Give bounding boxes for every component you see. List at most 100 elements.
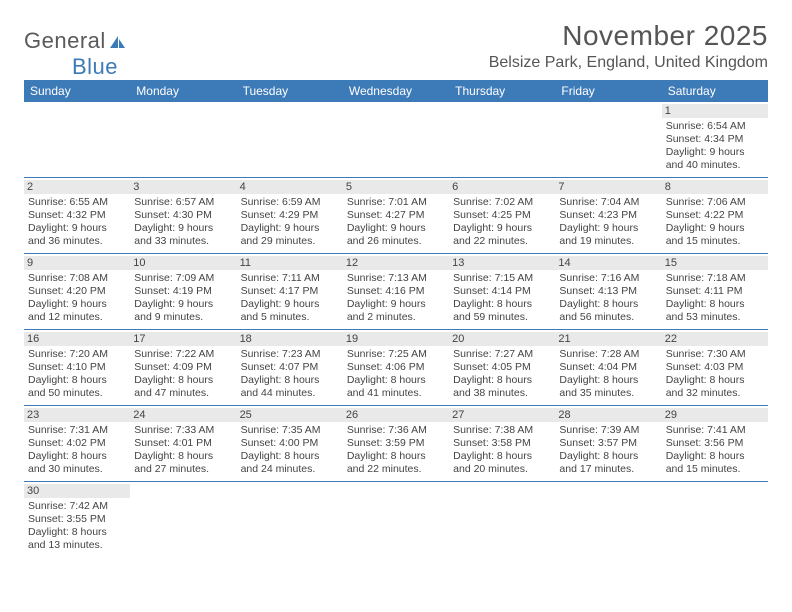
daylight-label: Daylight: — [134, 450, 175, 462]
day-cell: 16Sunrise: 7:20 AMSunset: 4:10 PMDayligh… — [24, 330, 130, 406]
sunrise-label: Sunrise: — [666, 424, 705, 436]
sunset-value: 4:10 PM — [67, 361, 106, 373]
day-cell: 21Sunrise: 7:28 AMSunset: 4:04 PMDayligh… — [555, 330, 661, 406]
day-number: 5 — [343, 180, 449, 194]
sun-info: Sunrise: 7:16 AMSunset: 4:13 PMDaylight:… — [559, 272, 657, 325]
empty-cell — [662, 482, 768, 558]
sunset-label: Sunset: — [666, 437, 702, 449]
empty-cell — [130, 102, 236, 178]
daylight-label: Daylight: — [666, 374, 707, 386]
daylight-label: Daylight: — [241, 298, 282, 310]
empty-cell — [555, 482, 661, 558]
day-cell: 29Sunrise: 7:41 AMSunset: 3:56 PMDayligh… — [662, 406, 768, 482]
sun-info: Sunrise: 7:01 AMSunset: 4:27 PMDaylight:… — [347, 196, 445, 249]
sunrise-label: Sunrise: — [453, 424, 492, 436]
sunset-value: 3:57 PM — [598, 437, 637, 449]
sunset-value: 4:04 PM — [598, 361, 637, 373]
day-number: 13 — [449, 256, 555, 270]
sunrise-label: Sunrise: — [28, 424, 67, 436]
sunset-label: Sunset: — [134, 361, 170, 373]
day-cell: 2Sunrise: 6:55 AMSunset: 4:32 PMDaylight… — [24, 178, 130, 254]
day-header: Monday — [130, 80, 236, 102]
daylight-label: Daylight: — [559, 450, 600, 462]
day-number: 25 — [237, 408, 343, 422]
daylight-label: Daylight: — [559, 374, 600, 386]
day-number: 28 — [555, 408, 661, 422]
daylight-label: Daylight: — [28, 222, 69, 234]
empty-cell — [237, 102, 343, 178]
sunrise-label: Sunrise: — [666, 196, 705, 208]
sun-info: Sunrise: 7:06 AMSunset: 4:22 PMDaylight:… — [666, 196, 764, 249]
sunset-value: 4:13 PM — [598, 285, 637, 297]
sunrise-value: 7:36 AM — [388, 424, 427, 436]
day-cell: 7Sunrise: 7:04 AMSunset: 4:23 PMDaylight… — [555, 178, 661, 254]
sunset-label: Sunset: — [347, 437, 383, 449]
sunrise-label: Sunrise: — [559, 272, 598, 284]
daylight-label: Daylight: — [241, 450, 282, 462]
sunset-value: 4:30 PM — [173, 209, 212, 221]
sunset-value: 4:25 PM — [492, 209, 531, 221]
day-header: Thursday — [449, 80, 555, 102]
sunrise-label: Sunrise: — [347, 348, 386, 360]
sun-info: Sunrise: 7:13 AMSunset: 4:16 PMDaylight:… — [347, 272, 445, 325]
sun-info: Sunrise: 7:42 AMSunset: 3:55 PMDaylight:… — [28, 500, 126, 553]
sunset-label: Sunset: — [347, 285, 383, 297]
sunrise-label: Sunrise: — [347, 424, 386, 436]
day-header: Wednesday — [343, 80, 449, 102]
daylight-label: Daylight: — [241, 222, 282, 234]
day-header: Sunday — [24, 80, 130, 102]
sunrise-label: Sunrise: — [28, 348, 67, 360]
sunrise-label: Sunrise: — [453, 196, 492, 208]
sunset-value: 3:58 PM — [492, 437, 531, 449]
daylight-label: Daylight: — [666, 450, 707, 462]
daylight-label: Daylight: — [666, 298, 707, 310]
sunrise-value: 6:59 AM — [282, 196, 321, 208]
day-number: 26 — [343, 408, 449, 422]
sunset-label: Sunset: — [28, 285, 64, 297]
sun-info: Sunrise: 7:08 AMSunset: 4:20 PMDaylight:… — [28, 272, 126, 325]
sunrise-value: 6:57 AM — [176, 196, 215, 208]
sunset-label: Sunset: — [666, 285, 702, 297]
sunrise-value: 7:08 AM — [69, 272, 108, 284]
sunrise-label: Sunrise: — [241, 196, 280, 208]
day-header: Saturday — [662, 80, 768, 102]
sunset-label: Sunset: — [666, 133, 702, 145]
sunrise-label: Sunrise: — [559, 196, 598, 208]
sunrise-label: Sunrise: — [453, 348, 492, 360]
sunrise-label: Sunrise: — [453, 272, 492, 284]
sun-info: Sunrise: 7:27 AMSunset: 4:05 PMDaylight:… — [453, 348, 551, 401]
empty-cell — [130, 482, 236, 558]
day-cell: 27Sunrise: 7:38 AMSunset: 3:58 PMDayligh… — [449, 406, 555, 482]
sun-info: Sunrise: 7:04 AMSunset: 4:23 PMDaylight:… — [559, 196, 657, 249]
daylight-label: Daylight: — [559, 222, 600, 234]
month-title: November 2025 — [24, 20, 768, 52]
day-cell: 4Sunrise: 6:59 AMSunset: 4:29 PMDaylight… — [237, 178, 343, 254]
day-number: 30 — [24, 484, 130, 498]
day-number: 16 — [24, 332, 130, 346]
day-number: 22 — [662, 332, 768, 346]
sunset-label: Sunset: — [559, 209, 595, 221]
day-number: 19 — [343, 332, 449, 346]
sunset-value: 4:32 PM — [67, 209, 106, 221]
sunset-value: 4:00 PM — [279, 437, 318, 449]
sunset-value: 4:11 PM — [704, 285, 742, 297]
day-number: 18 — [237, 332, 343, 346]
sun-info: Sunrise: 7:28 AMSunset: 4:04 PMDaylight:… — [559, 348, 657, 401]
sunset-value: 4:02 PM — [67, 437, 106, 449]
day-cell: 14Sunrise: 7:16 AMSunset: 4:13 PMDayligh… — [555, 254, 661, 330]
sun-info: Sunrise: 7:22 AMSunset: 4:09 PMDaylight:… — [134, 348, 232, 401]
sun-info: Sunrise: 7:41 AMSunset: 3:56 PMDaylight:… — [666, 424, 764, 477]
sunset-value: 4:09 PM — [173, 361, 212, 373]
sunrise-value: 7:22 AM — [176, 348, 215, 360]
sunset-value: 4:29 PM — [279, 209, 318, 221]
sunrise-label: Sunrise: — [28, 196, 67, 208]
sun-info: Sunrise: 6:57 AMSunset: 4:30 PMDaylight:… — [134, 196, 232, 249]
sunrise-value: 7:42 AM — [69, 500, 108, 512]
daylight-label: Daylight: — [28, 374, 69, 386]
empty-cell — [343, 102, 449, 178]
day-cell: 13Sunrise: 7:15 AMSunset: 4:14 PMDayligh… — [449, 254, 555, 330]
sunrise-label: Sunrise: — [666, 120, 705, 132]
daylight-label: Daylight: — [28, 526, 69, 538]
sunset-value: 4:14 PM — [492, 285, 531, 297]
sunrise-value: 7:25 AM — [388, 348, 427, 360]
